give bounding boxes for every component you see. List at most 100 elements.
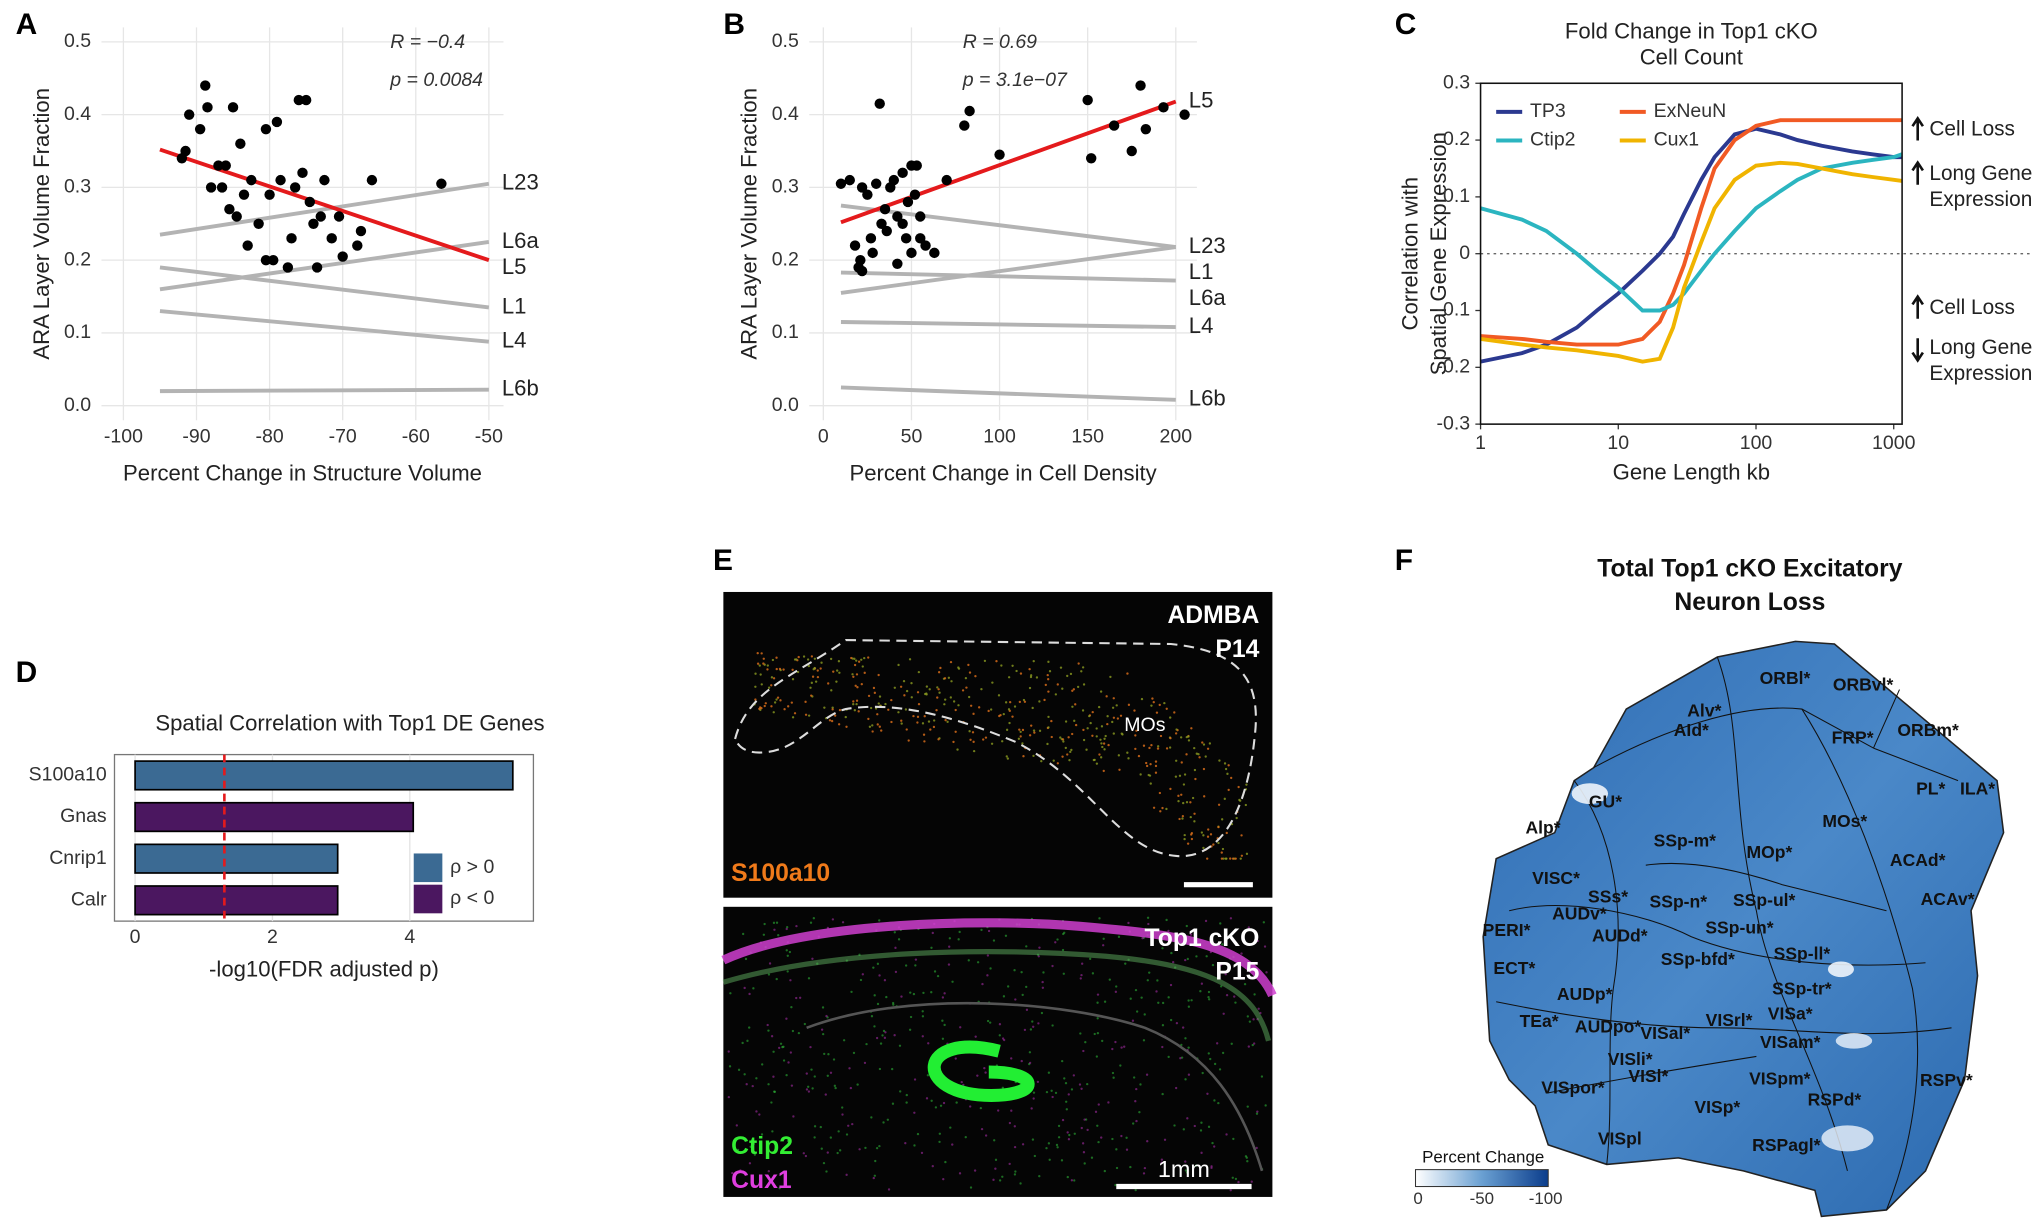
texture-dot [1119, 1064, 1122, 1067]
texture-dot [748, 1162, 752, 1165]
colorbar [1414, 1169, 1549, 1188]
texture-dot [819, 667, 822, 670]
texture-dot [1189, 801, 1192, 804]
point [892, 211, 903, 222]
y-tick-label: 0 [1459, 242, 1470, 264]
texture-dot [844, 715, 847, 719]
point [867, 247, 878, 259]
texture-dot [1190, 727, 1193, 730]
region-label: VISrl* [1706, 1010, 1753, 1030]
legend-label: ρ > 0 [450, 856, 494, 878]
x-tick-label: 1000 [1872, 432, 1916, 454]
texture-dot [1028, 668, 1031, 671]
texture-dot [1167, 996, 1170, 999]
texture-dot [1184, 958, 1187, 962]
texture-dot [851, 1122, 854, 1126]
texture-dot [1082, 683, 1086, 686]
texture-dot [1200, 1151, 1203, 1154]
texture-dot [1028, 734, 1032, 737]
map-patch [1827, 961, 1854, 978]
texture-dot [1023, 1028, 1027, 1032]
texture-dot [1021, 993, 1024, 997]
y-tick-label: 0.0 [772, 394, 799, 416]
texture-dot [791, 668, 794, 671]
texture-dot [1209, 1057, 1212, 1061]
texture-dot [1111, 706, 1115, 709]
point [216, 182, 228, 193]
texture-dot [1013, 705, 1017, 708]
texture-dot [775, 656, 778, 659]
image-title: Top1 cKO [1145, 925, 1260, 952]
texture-dot [1207, 828, 1210, 831]
region-label: VISpl [1598, 1128, 1642, 1148]
texture-dot [739, 1169, 742, 1172]
texture-dot [894, 970, 898, 974]
y-tick-label: 0.0 [64, 394, 91, 416]
y-tick-label: 0.3 [772, 176, 799, 198]
texture-dot [887, 708, 890, 711]
regression-line [840, 270, 1176, 283]
texture-dot [1170, 951, 1173, 955]
y-tick-label: 0.3 [64, 176, 91, 198]
texture-dot [1187, 1046, 1190, 1049]
texture-dot [778, 1186, 781, 1190]
stain-label: Cux1 [731, 1167, 792, 1194]
texture-dot [1120, 732, 1123, 735]
texture-dot [762, 662, 765, 665]
line-label: L6a [502, 228, 540, 253]
texture-dot [775, 698, 778, 701]
texture-dot [981, 982, 984, 986]
texture-dot [1201, 1071, 1204, 1075]
texture-dot [900, 722, 903, 725]
texture-dot [883, 979, 887, 982]
texture-dot [1264, 1104, 1267, 1107]
texture-dot [856, 1083, 859, 1086]
texture-dot [1101, 1039, 1104, 1043]
texture-dot [1157, 1001, 1160, 1004]
texture-dot [821, 1006, 825, 1009]
texture-dot [1193, 746, 1196, 750]
texture-dot [855, 702, 858, 706]
texture-dot [885, 995, 888, 999]
region-label: AUDpo* [1575, 1016, 1641, 1036]
texture-dot [1029, 675, 1033, 679]
texture-dot [1229, 857, 1232, 860]
texture-dot [938, 1140, 941, 1144]
texture-dot [1112, 1076, 1115, 1079]
y-tick-label: -0.2 [1437, 355, 1471, 377]
line [1480, 118, 1903, 347]
texture-dot [1112, 716, 1116, 719]
x-tick-label: 1 [1475, 432, 1486, 454]
texture-dot [1096, 1017, 1099, 1020]
texture-dot [998, 1034, 1001, 1037]
texture-dot [1090, 1156, 1094, 1159]
texture-dot [1043, 698, 1046, 702]
chart-title: Fold Change in Top1 cKO [1565, 18, 1818, 43]
texture-dot [860, 658, 863, 661]
texture-dot [832, 670, 835, 673]
texture-dot [762, 657, 765, 660]
x-tick-label: 150 [1071, 425, 1104, 447]
stain-label: Ctip2 [731, 1133, 793, 1160]
texture-dot [1066, 674, 1069, 678]
texture-dot [859, 978, 863, 982]
texture-dot [1158, 703, 1161, 707]
texture-dot [770, 1035, 774, 1038]
texture-dot [1054, 941, 1057, 944]
texture-dot [855, 659, 858, 662]
region-label: Alv* [1687, 700, 1721, 720]
texture-dot [1076, 685, 1080, 689]
texture-dot [935, 709, 938, 712]
regression-line [840, 245, 1177, 295]
texture-dot [760, 1133, 764, 1136]
texture-dot [1047, 1142, 1051, 1145]
region-label: VISa* [1768, 1003, 1813, 1023]
texture-dot [1218, 1068, 1222, 1071]
texture-dot [1150, 704, 1153, 707]
texture-dot [770, 1101, 773, 1104]
texture-dot [1094, 1110, 1098, 1114]
x-tick-label: 50 [901, 425, 923, 447]
texture-dot [1227, 764, 1230, 767]
texture-dot [998, 1023, 1002, 1026]
texture-dot [857, 710, 860, 713]
